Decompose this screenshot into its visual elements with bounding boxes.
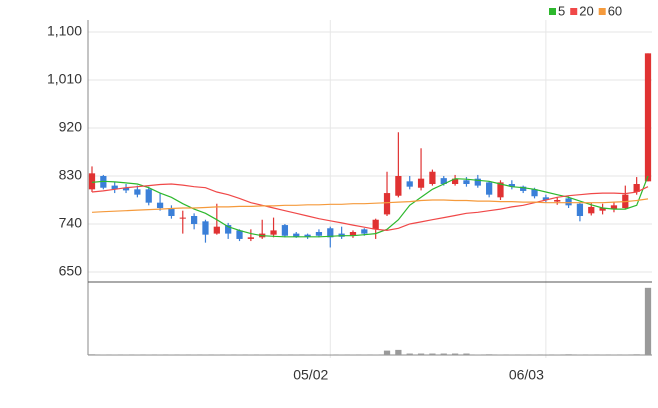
candle-body: [225, 225, 232, 234]
candle-body: [327, 228, 334, 238]
candle-body: [440, 178, 447, 184]
candle-body: [554, 200, 561, 202]
candle-body: [565, 198, 572, 206]
candle-body: [576, 203, 584, 216]
volume-bar: [644, 287, 652, 355]
candle-body: [281, 225, 289, 236]
candle-body: [406, 181, 413, 187]
candle-body: [361, 229, 368, 234]
ma-line: [91, 175, 649, 238]
legend-swatch: [598, 8, 606, 15]
candle-body: [520, 186, 527, 191]
candle-body: [156, 202, 164, 208]
candle-body: [599, 208, 606, 211]
ma-line: [91, 198, 649, 213]
volume-bar: [395, 349, 402, 355]
volume-bar: [429, 353, 436, 355]
legend-swatch: [570, 8, 578, 15]
candle-body: [168, 208, 175, 216]
candle-body: [463, 180, 470, 184]
candle-body: [497, 182, 504, 198]
candle-body: [474, 178, 481, 186]
candle-body: [395, 176, 402, 196]
y-tick-label: 920: [59, 119, 83, 135]
candle-body: [145, 189, 152, 203]
candle-body: [531, 189, 538, 197]
candle-body: [486, 182, 493, 195]
candle-body: [644, 53, 652, 182]
y-tick-label: 1,010: [47, 71, 82, 87]
candle-body: [542, 197, 549, 200]
legend-swatch: [549, 8, 556, 15]
candle-body: [191, 216, 198, 224]
volume-bar: [417, 353, 425, 355]
candle-body: [179, 217, 186, 219]
candle-body: [88, 173, 96, 190]
candle-body: [202, 221, 209, 235]
candle-body: [293, 233, 300, 237]
legend-label: 5: [558, 3, 565, 18]
y-tick-label: 830: [59, 167, 83, 183]
candle-body: [247, 237, 254, 239]
legend-label: 20: [579, 3, 593, 18]
y-tick-label: 1,100: [47, 23, 82, 39]
candle-body: [451, 178, 459, 184]
ma-line: [91, 183, 649, 232]
volume-bar: [486, 354, 493, 355]
volume-bar: [440, 353, 447, 355]
candle-body: [134, 189, 141, 195]
candle-body: [213, 226, 220, 234]
candle-body: [122, 187, 130, 191]
candle-body: [383, 193, 391, 215]
volume-bar: [451, 353, 459, 355]
volume-bar: [406, 353, 413, 355]
y-tick-label: 650: [59, 263, 83, 279]
y-tick-label: 740: [59, 215, 83, 231]
candle-body: [270, 230, 277, 235]
candle-body: [349, 232, 357, 236]
candle-body: [304, 234, 311, 237]
candle-body: [633, 184, 640, 192]
volume-bar: [88, 354, 96, 355]
candle-body: [372, 219, 379, 230]
volume-bar: [565, 354, 572, 355]
volume-bar: [383, 350, 391, 355]
x-tick-label: 06/03: [509, 367, 544, 383]
x-tick-label: 05/02: [293, 367, 328, 383]
volume-bar: [463, 353, 470, 355]
volume-bar: [633, 354, 640, 355]
candle-body: [417, 178, 425, 188]
candle-body: [610, 205, 618, 210]
legend-label: 60: [608, 3, 622, 18]
candle-body: [236, 230, 243, 239]
candle-body: [588, 206, 595, 214]
candle-body: [508, 184, 515, 187]
candle-body: [111, 185, 118, 190]
candle-body: [315, 232, 323, 236]
candle-body: [429, 171, 436, 184]
